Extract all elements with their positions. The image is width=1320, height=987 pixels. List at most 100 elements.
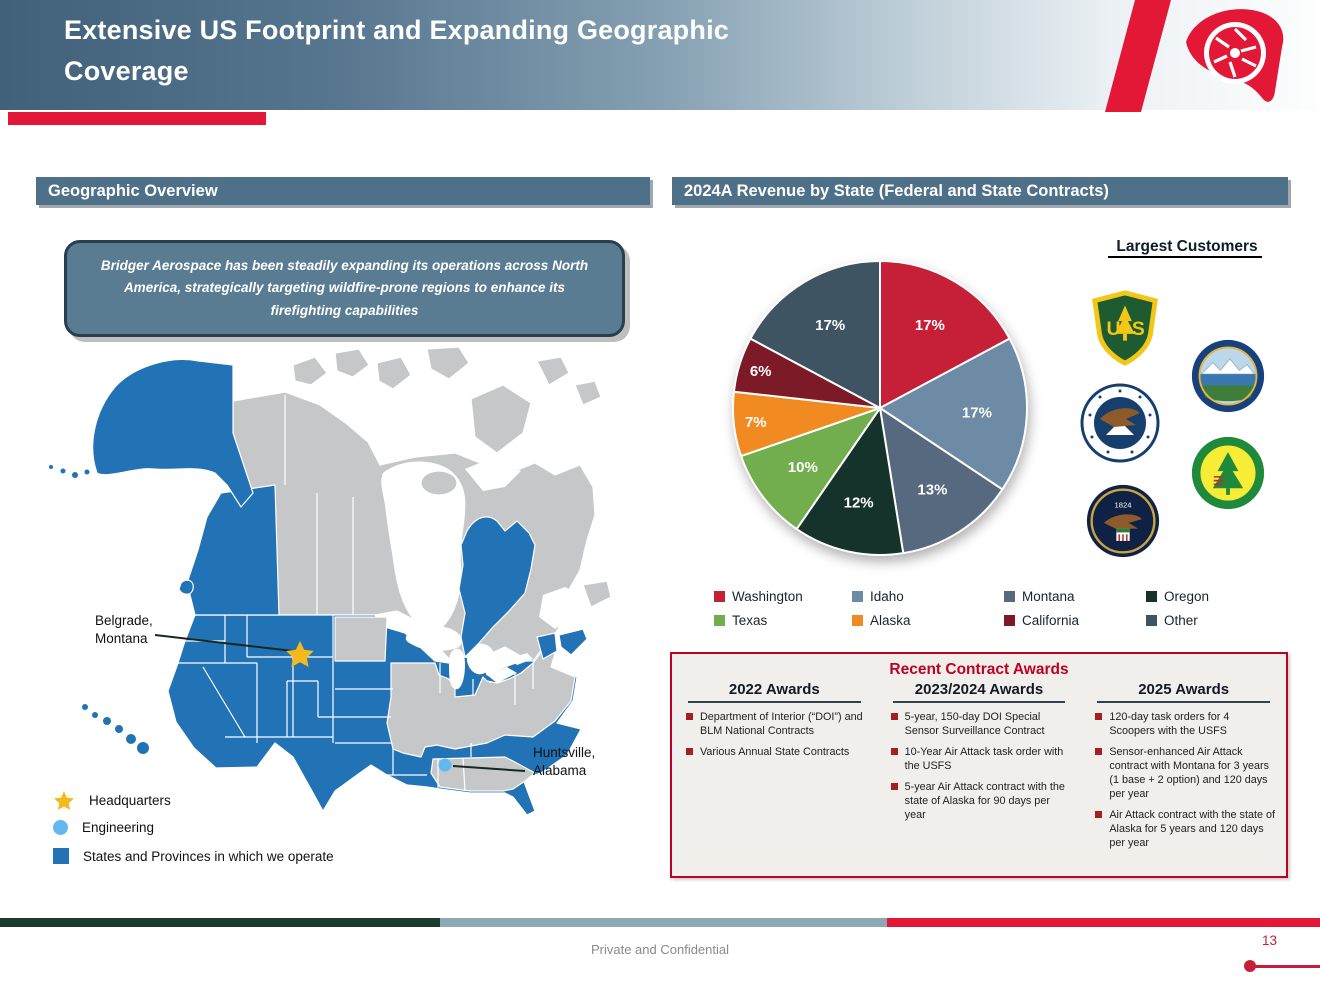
- map-region-new-brunswick: [536, 632, 558, 660]
- pie-legend-item-montana: Montana: [1004, 589, 1146, 604]
- pie-label-montana: 13%: [917, 482, 947, 499]
- nevada-forestry-seal-icon: [1191, 436, 1265, 510]
- page-number-line: [1252, 965, 1320, 968]
- footer-bar-green: [0, 918, 440, 927]
- pie-legend-item-alaska: Alaska: [852, 613, 1004, 628]
- awards-column-heading: 2025 Awards: [1138, 681, 1230, 698]
- header-accent-bar: [8, 112, 266, 125]
- award-item: 5-year, 150-day DOI Special Sensor Surve…: [890, 710, 1072, 738]
- award-item-text: Air Attack contract with the state of Al…: [1109, 809, 1275, 850]
- pie-slice-idaho: [879, 337, 1028, 491]
- header-red-stripe: [1104, 0, 1171, 112]
- award-bullet-icon: [686, 713, 693, 720]
- operating-states-swatch-icon: [53, 848, 69, 864]
- usfs-seal-icon: U S: [1092, 290, 1158, 366]
- pie-legend-label: California: [1022, 613, 1080, 628]
- recent-contract-awards-box: Recent Contract Awards 2022 Awards Depart…: [670, 652, 1288, 878]
- pie-legend-label: Montana: [1022, 589, 1075, 604]
- pie-label-idaho: 17%: [962, 405, 992, 422]
- pie-legend: Washington Idaho Montana Oregon Texas Alaska C…: [714, 589, 1280, 628]
- pie-label-alaska: 7%: [745, 414, 767, 431]
- award-bullet-icon: [890, 783, 898, 791]
- awards-column-0: 2022 Awards Department of Interior (“DOI”…: [672, 681, 877, 857]
- callout-box: Bridger Aerospace has been steadily expa…: [64, 240, 625, 337]
- map-section: Belgrade, Montana Huntsville, Alabama He…: [35, 338, 660, 898]
- pie-legend-item-oregon: Oregon: [1146, 589, 1256, 604]
- headquarters-star-marker: [286, 641, 314, 667]
- pie-legend-label: Other: [1164, 613, 1198, 628]
- page-title-line1: Extensive US Footprint and Expanding Geo…: [64, 15, 729, 45]
- footer-bar-red: [887, 918, 1320, 927]
- pie-label-other: 17%: [815, 317, 845, 334]
- map-legend-row-square: States and Provinces in which we operate: [53, 848, 334, 864]
- washington-dnr-seal-icon: [1080, 383, 1160, 463]
- awards-column-2: 2025 Awards 120-day task orders for 4 Sco…: [1081, 681, 1286, 857]
- engineering-dot-icon: [53, 820, 68, 835]
- pie-legend-label: Alaska: [870, 613, 911, 628]
- pie-legend-label: Idaho: [870, 589, 904, 604]
- award-item-text: Various Annual State Contracts: [700, 746, 850, 759]
- awards-heading-rule: [892, 701, 1066, 703]
- pie-legend-swatch-other: [1146, 615, 1157, 626]
- pie-legend-item-california: California: [1004, 613, 1146, 628]
- award-item-text: 120-day task orders for 4 Scoopers with …: [1109, 711, 1230, 738]
- pie-slice-oregon: [795, 407, 905, 556]
- page-title: Extensive US Footprint and Expanding Geo…: [64, 10, 729, 92]
- page-title-line2: Coverage: [64, 56, 189, 87]
- map-legend-label: States and Provinces in which we operate: [83, 848, 334, 864]
- map-region-newfoundland: [582, 580, 612, 608]
- award-bullet-icon: [890, 748, 898, 756]
- engineering-leader-line: [452, 765, 526, 772]
- pie-label-washington: 17%: [915, 317, 945, 334]
- bia-seal-icon: 1824: [1086, 484, 1160, 558]
- map-region-alaska: [92, 358, 254, 508]
- headquarters-star-icon: [54, 791, 74, 810]
- engineering-marker: [438, 758, 452, 772]
- map-region-british-columbia: [186, 484, 280, 616]
- awards-column-1: 2023/2024 Awards 5-year, 150-day DOI Spec…: [877, 681, 1082, 857]
- pie-label-oregon: 12%: [844, 495, 874, 512]
- svg-text:1824: 1824: [1115, 501, 1132, 510]
- revenue-pie-chart: 17% 17% 13% 12% 10% 7% 6% 17%: [732, 260, 1028, 556]
- pie-legend-item-washington: Washington: [714, 589, 852, 604]
- award-item-text: 5-year, 150-day DOI Special Sensor Surve…: [904, 711, 1045, 738]
- awards-columns: 2022 Awards Department of Interior (“DOI”…: [672, 681, 1286, 857]
- pie-slice-other: [749, 260, 881, 409]
- awards-heading-rule: [688, 701, 861, 703]
- pie-legend-label: Washington: [732, 589, 803, 604]
- pie-legend-label: Oregon: [1164, 589, 1210, 604]
- pie-legend-swatch-california: [1004, 615, 1015, 626]
- pie-legend-swatch-alaska: [852, 615, 863, 626]
- pie-legend-item-idaho: Idaho: [852, 589, 1004, 604]
- award-item: Sensor-enhanced Air Attack contract with…: [1095, 745, 1276, 801]
- award-item: 10-Year Air Attack task order with the U…: [890, 745, 1072, 773]
- award-item: Various Annual State Contracts: [686, 745, 867, 759]
- map-region-nova-scotia: [558, 628, 588, 656]
- largest-customers-section: Largest Customers U S: [1072, 238, 1298, 568]
- awards-column-heading: 2023/2024 Awards: [914, 681, 1044, 698]
- page-number-dot: [1244, 960, 1256, 972]
- award-item: 5-year Air Attack contract with the stat…: [890, 780, 1072, 822]
- award-item: Department of Interior (“DOI”) and BLM N…: [686, 710, 867, 738]
- map-legend-label: Engineering: [82, 820, 155, 835]
- footer-bar-slate: [440, 918, 887, 927]
- award-item-text: Sensor-enhanced Air Attack contract with…: [1109, 746, 1269, 801]
- pie-legend-label: Texas: [732, 613, 768, 628]
- pie-legend-swatch-texas: [714, 615, 725, 626]
- hq-leader-line: [154, 634, 294, 652]
- map-legend-label: Headquarters: [89, 793, 171, 808]
- awards-title: Recent Contract Awards: [889, 661, 1069, 678]
- award-item-text: Department of Interior (“DOI”) and BLM N…: [700, 711, 863, 738]
- pie-legend-item-other: Other: [1146, 613, 1256, 628]
- pie-legend-swatch-idaho: [852, 591, 863, 602]
- largest-customers-title: Largest Customers: [1072, 238, 1298, 258]
- pie-label-california: 6%: [750, 363, 772, 380]
- map-region-aleutians: [49, 465, 90, 478]
- map-region-quebec: [458, 516, 536, 658]
- hq-map-label: Belgrade, Montana: [95, 613, 153, 646]
- pie-legend-swatch-montana: [1004, 591, 1015, 602]
- award-bullet-icon: [1095, 811, 1103, 819]
- pie-slice-texas: [740, 407, 881, 531]
- pie-legend-item-texas: Texas: [714, 613, 852, 628]
